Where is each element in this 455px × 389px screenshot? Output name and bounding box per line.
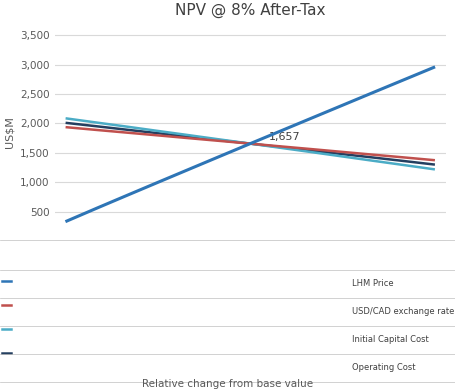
Text: Initial Capital Cost: Initial Capital Cost bbox=[352, 335, 428, 344]
Text: USD/CAD exchange rate: USD/CAD exchange rate bbox=[352, 307, 454, 316]
Text: Relative change from base value: Relative change from base value bbox=[142, 379, 313, 389]
Y-axis label: US$M: US$M bbox=[5, 116, 15, 148]
Text: LHM Price: LHM Price bbox=[352, 279, 393, 288]
Text: 1,657: 1,657 bbox=[268, 132, 300, 142]
Title: NPV @ 8% After-Tax: NPV @ 8% After-Tax bbox=[175, 3, 325, 18]
Text: Operating Cost: Operating Cost bbox=[352, 363, 415, 372]
